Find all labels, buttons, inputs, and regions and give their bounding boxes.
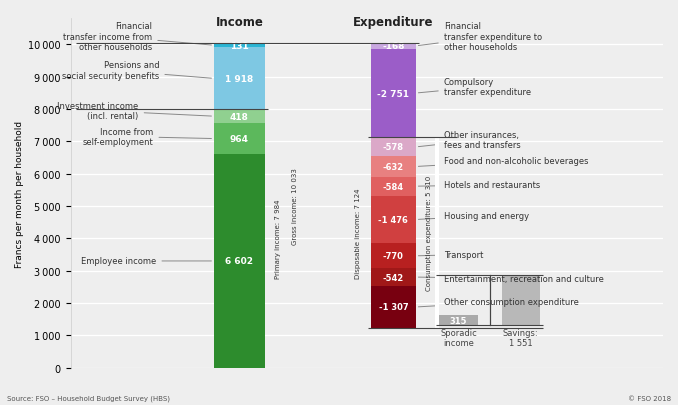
Text: 964: 964 (230, 135, 249, 144)
Text: Consumption expenditure: 5 310: Consumption expenditure: 5 310 (426, 176, 432, 291)
Text: Sporadic
income: Sporadic income (440, 328, 477, 347)
Bar (502, 276, 540, 326)
Bar (371, 138, 416, 157)
Text: -542: -542 (383, 273, 404, 282)
Text: © FSO 2018: © FSO 2018 (628, 395, 671, 401)
Text: Disposable income: 7 124: Disposable income: 7 124 (355, 188, 361, 278)
Text: 6 602: 6 602 (225, 257, 254, 266)
Y-axis label: Francs per month per household: Francs per month per household (15, 120, 24, 267)
Text: -584: -584 (383, 182, 404, 191)
Text: Source: FSO – Household Budget Survey (HBS): Source: FSO – Household Budget Survey (H… (7, 394, 170, 401)
Text: -578: -578 (383, 143, 404, 152)
Bar (214, 124, 264, 155)
Bar (214, 44, 264, 48)
Bar (371, 157, 416, 177)
Text: Gross income: 10 033: Gross income: 10 033 (292, 168, 298, 244)
Bar (371, 49, 416, 138)
Text: Compulsory
transfer expenditure: Compulsory transfer expenditure (418, 77, 531, 97)
Bar (214, 155, 264, 368)
Bar (214, 48, 264, 110)
Text: 315: 315 (450, 316, 467, 325)
Text: Other consumption expenditure: Other consumption expenditure (418, 297, 578, 307)
Text: Financial
transfer income from
other households: Financial transfer income from other hou… (63, 22, 212, 52)
Text: -1 476: -1 476 (378, 215, 408, 224)
Text: Investment income
(incl. rental): Investment income (incl. rental) (58, 102, 212, 121)
Text: Savings:
1 551: Savings: 1 551 (503, 328, 538, 347)
Text: Income from
self-employment: Income from self-employment (83, 128, 212, 147)
Bar (435, 138, 439, 328)
Bar (371, 196, 416, 244)
Bar (214, 110, 264, 124)
Text: Food and non-alcoholic beverages: Food and non-alcoholic beverages (418, 157, 589, 167)
Bar (371, 44, 416, 49)
Text: 131: 131 (230, 42, 249, 51)
Bar (439, 315, 478, 326)
Bar (371, 286, 416, 328)
Text: 1 918: 1 918 (225, 75, 254, 84)
Text: Employee income: Employee income (81, 257, 212, 266)
Text: Expenditure: Expenditure (353, 16, 434, 29)
Text: Other insurances,
fees and transfers: Other insurances, fees and transfers (418, 131, 521, 150)
Bar (371, 244, 416, 269)
Text: Financial
transfer expenditure to
other households: Financial transfer expenditure to other … (418, 22, 542, 52)
Text: Primary income: 7 984: Primary income: 7 984 (275, 199, 281, 279)
Text: Pensions and
social security benefits: Pensions and social security benefits (62, 61, 212, 81)
Bar (371, 177, 416, 196)
Text: -2 751: -2 751 (378, 90, 410, 98)
Text: -770: -770 (383, 252, 404, 261)
Text: Entertainment, recreation and culture: Entertainment, recreation and culture (418, 275, 603, 284)
Text: 418: 418 (230, 113, 249, 121)
Text: -632: -632 (383, 162, 404, 172)
Text: Transport: Transport (418, 250, 483, 259)
Text: Housing and energy: Housing and energy (418, 212, 529, 221)
Bar (371, 269, 416, 286)
Text: -168: -168 (382, 42, 405, 51)
Text: Hotels and restaurants: Hotels and restaurants (418, 181, 540, 190)
Text: -1 307: -1 307 (378, 303, 408, 312)
Text: Income: Income (216, 16, 263, 29)
